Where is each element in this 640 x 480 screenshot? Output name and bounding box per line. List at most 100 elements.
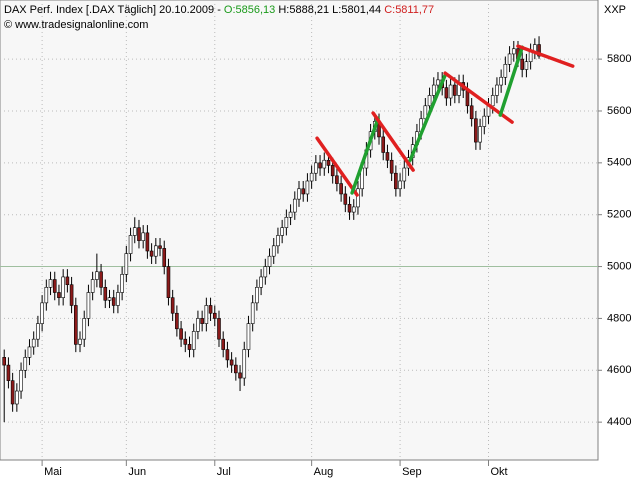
candle-body (65, 276, 70, 286)
y-tick-label: 4400 (607, 416, 631, 428)
candle-body (292, 198, 297, 213)
candle-body (537, 44, 541, 57)
candle-body (149, 250, 154, 257)
candle-body (2, 357, 7, 366)
candle-body (284, 216, 289, 228)
candle-body (116, 292, 120, 306)
candle-body (478, 126, 482, 143)
candle-body (465, 89, 470, 107)
candle-body (10, 380, 15, 405)
candle-body (132, 227, 137, 236)
candle-body (309, 172, 314, 182)
candle-body (339, 183, 343, 195)
candle-body (103, 287, 108, 301)
candle-body (280, 227, 284, 236)
candle-body (208, 305, 213, 314)
candle-body (217, 318, 221, 340)
candle-body (490, 95, 495, 107)
candle-body (204, 305, 209, 324)
candle-body (74, 305, 78, 345)
candle-body (166, 266, 171, 298)
candle-body (246, 323, 251, 350)
plot-layer (0, 0, 598, 460)
candle-body (402, 167, 407, 182)
trend-line (516, 44, 575, 68)
plot-area (0, 0, 599, 461)
candle-body (57, 292, 61, 298)
candle-body (503, 64, 508, 78)
candle-body (495, 84, 499, 96)
y-tick-label: 5000 (607, 260, 631, 272)
candle-body (44, 287, 49, 304)
candle-body (259, 276, 263, 288)
candle-body (90, 279, 95, 293)
chart-title: DAX Perf. Index [.DAX Täglich] 20.10.200… (4, 4, 221, 16)
x-tick-label: Sep (402, 466, 422, 478)
trend-line (350, 116, 380, 195)
candle-body (499, 76, 503, 86)
candle-body (170, 297, 175, 314)
close-label: C:5811,77 (384, 4, 434, 16)
candle-body (322, 159, 327, 169)
trend-line (408, 73, 447, 162)
candle-body (431, 84, 436, 96)
candle-body (78, 338, 82, 345)
candle-body (448, 84, 453, 99)
candle-body (137, 227, 141, 241)
candle-body (524, 61, 529, 70)
candle-body (250, 302, 255, 324)
candle-body (95, 271, 99, 280)
source-label: © www.tradesignalonline.com (4, 19, 148, 31)
candle-body (297, 188, 301, 200)
candle-body (288, 211, 293, 218)
candle-body (175, 312, 179, 330)
candle-body (436, 79, 440, 86)
candle-body (444, 87, 449, 99)
candle-body (183, 338, 188, 345)
candle-body (6, 364, 11, 381)
y-tick-label: 4600 (607, 364, 631, 376)
candle-body (196, 318, 200, 332)
trend-line (315, 136, 359, 197)
candle-body (221, 338, 225, 350)
candle-body (453, 84, 457, 96)
candle-body (111, 297, 116, 306)
x-tick-label: Mai (44, 466, 62, 478)
chart-header: DAX Perf. Index [.DAX Täglich] 20.10.200… (4, 4, 434, 16)
candle-body (276, 235, 280, 247)
candle-body (191, 331, 196, 350)
candle-body (162, 248, 167, 267)
candle-body (238, 372, 242, 379)
candle-body (145, 232, 150, 252)
candle-body (99, 271, 103, 288)
candle-body (507, 53, 512, 65)
candle-body (31, 338, 36, 348)
candle-body (82, 318, 87, 340)
candle-body (347, 204, 352, 213)
y-tick-label: 5400 (607, 157, 631, 169)
candle-body (15, 390, 19, 405)
candle-body (158, 245, 162, 249)
candle-body (179, 328, 183, 340)
y-tick-label: 5800 (607, 53, 631, 65)
x-tick-label: Jun (128, 466, 146, 478)
candle-body (69, 284, 74, 306)
candle-body (305, 180, 310, 195)
candle-body (200, 318, 204, 324)
candle-body (482, 115, 487, 127)
candle-body (520, 58, 524, 70)
y-tick-label: 4800 (607, 312, 631, 324)
candle-body (242, 349, 247, 379)
candle-body (23, 357, 28, 371)
candle-body (335, 175, 339, 184)
candle-body (128, 235, 133, 254)
candle-body (318, 162, 322, 169)
candle-body (511, 48, 516, 55)
x-tick-label: Jul (217, 466, 231, 478)
candle-body (212, 312, 217, 319)
candle-body (427, 95, 432, 107)
candle-body (351, 206, 356, 213)
trend-line (498, 45, 524, 117)
candle-body (61, 276, 65, 298)
